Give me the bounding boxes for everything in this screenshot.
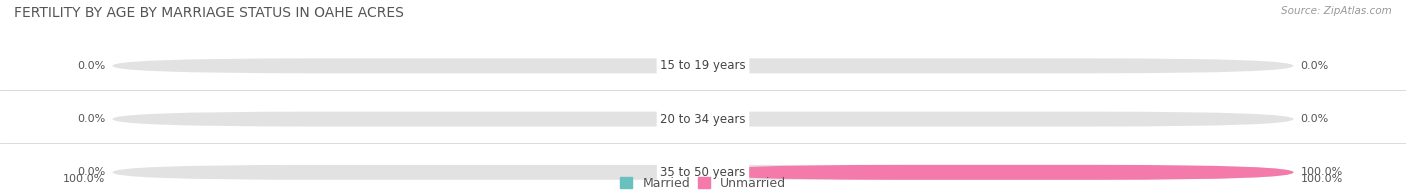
FancyBboxPatch shape bbox=[112, 165, 1294, 180]
Text: 100.0%: 100.0% bbox=[1301, 174, 1343, 184]
Text: 100.0%: 100.0% bbox=[1301, 167, 1343, 177]
FancyBboxPatch shape bbox=[703, 165, 1294, 180]
Text: 0.0%: 0.0% bbox=[1301, 61, 1329, 71]
Text: FERTILITY BY AGE BY MARRIAGE STATUS IN OAHE ACRES: FERTILITY BY AGE BY MARRIAGE STATUS IN O… bbox=[14, 6, 404, 20]
Text: Source: ZipAtlas.com: Source: ZipAtlas.com bbox=[1281, 6, 1392, 16]
Legend: Married, Unmarried: Married, Unmarried bbox=[620, 177, 786, 190]
Text: 35 to 50 years: 35 to 50 years bbox=[661, 166, 745, 179]
FancyBboxPatch shape bbox=[112, 58, 1294, 73]
FancyBboxPatch shape bbox=[112, 112, 1294, 127]
Text: 0.0%: 0.0% bbox=[77, 167, 105, 177]
Text: 100.0%: 100.0% bbox=[63, 174, 105, 184]
Text: 20 to 34 years: 20 to 34 years bbox=[661, 113, 745, 126]
Text: 0.0%: 0.0% bbox=[77, 61, 105, 71]
Text: 0.0%: 0.0% bbox=[77, 114, 105, 124]
Text: 0.0%: 0.0% bbox=[1301, 114, 1329, 124]
Text: 15 to 19 years: 15 to 19 years bbox=[661, 59, 745, 72]
